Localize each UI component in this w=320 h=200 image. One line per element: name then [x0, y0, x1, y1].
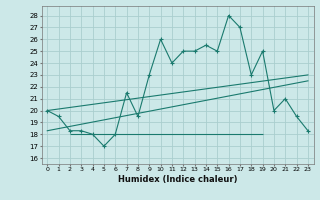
- X-axis label: Humidex (Indice chaleur): Humidex (Indice chaleur): [118, 175, 237, 184]
